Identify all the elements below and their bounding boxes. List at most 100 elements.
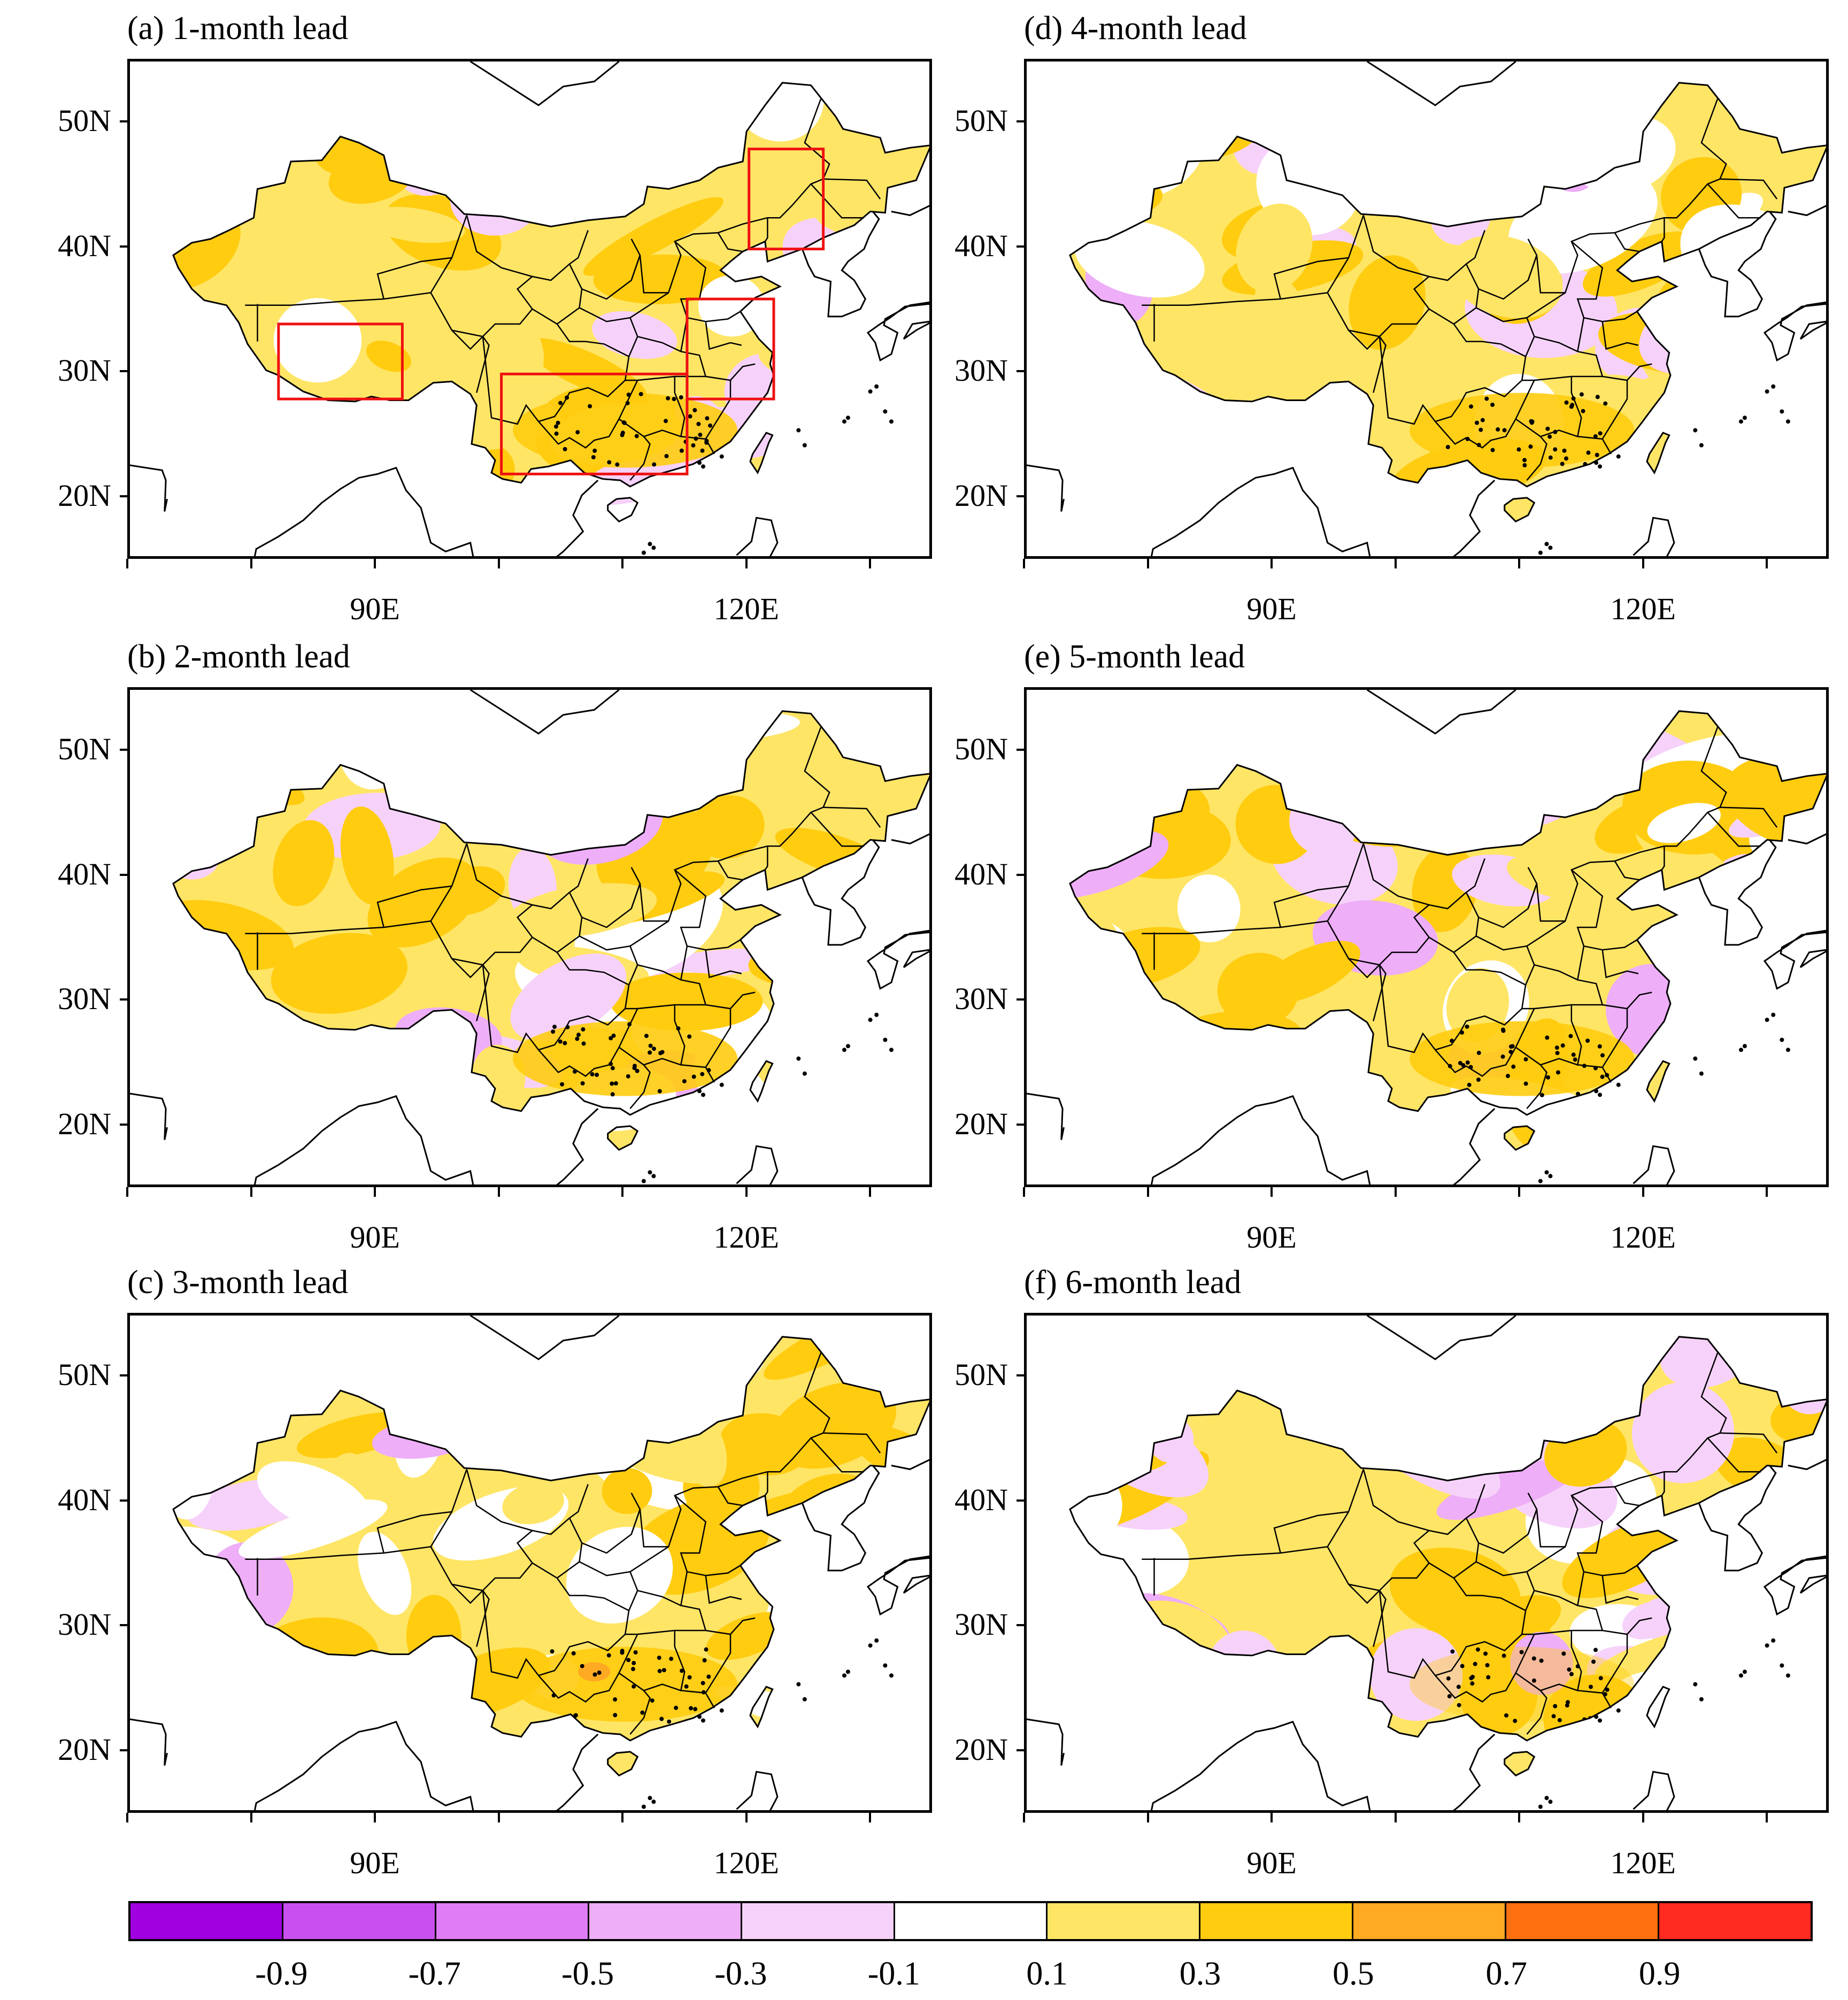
contour-patch: [765, 414, 811, 506]
significance-dot: [698, 433, 703, 437]
coastline: [469, 1316, 620, 1360]
lon-tick: [869, 559, 872, 568]
province-border: [1362, 215, 1485, 281]
province-border: [705, 1693, 715, 1709]
colorbar: [128, 1901, 1813, 1941]
contour-patch: [1752, 1734, 1826, 1776]
province-border: [823, 806, 881, 828]
province-border: [630, 883, 669, 922]
province-border: [1601, 1067, 1612, 1083]
contour-patch: [1177, 874, 1241, 943]
significance-dot: [1553, 1704, 1558, 1709]
significance-dot: [1595, 452, 1599, 457]
lat-label: 50N: [58, 731, 111, 766]
hot-spot: [578, 1662, 611, 1682]
hainan-coast: [607, 497, 639, 523]
lon-tick: [126, 559, 128, 568]
contour-patch: [1742, 865, 1826, 948]
province-border: [376, 1511, 452, 1553]
island-dot: [842, 1048, 846, 1052]
significance-dot: [688, 414, 692, 419]
contour-patch: [506, 883, 657, 938]
significance-dot: [607, 460, 612, 465]
province-border: [630, 1509, 669, 1548]
province-border: [1362, 1469, 1485, 1535]
lon-tick: [1023, 1187, 1025, 1197]
significance-dot: [550, 1649, 555, 1654]
island-dot: [1544, 542, 1549, 547]
hainan-coast: [607, 1125, 639, 1151]
province-border: [466, 1469, 589, 1535]
lat-label: 20N: [58, 1106, 111, 1142]
significance-dot: [611, 1033, 616, 1038]
significance-dot: [634, 434, 639, 439]
lon-label: 120E: [713, 1220, 779, 1255]
significance-dot: [1475, 1647, 1480, 1652]
colorbar-swatch: [1048, 1903, 1201, 1939]
colorbar-swatch: [1200, 1903, 1354, 1939]
significance-dot: [1479, 427, 1483, 432]
significance-dot: [700, 1072, 705, 1076]
island-dot: [1785, 1673, 1790, 1678]
lon-label: 120E: [1610, 591, 1676, 626]
contour-patch: [510, 953, 627, 1042]
significance-dot: [1546, 1075, 1551, 1080]
significance-dot: [609, 1036, 613, 1041]
significance-dot: [1539, 1658, 1544, 1663]
significance-dot: [1569, 1672, 1574, 1676]
significance-dot: [648, 1043, 653, 1048]
significance-dot: [691, 1074, 696, 1079]
significance-dot: [1461, 1063, 1466, 1067]
significance-dot: [1564, 400, 1569, 405]
map-canvas: [130, 1316, 929, 1810]
island-dot: [1780, 1037, 1784, 1042]
coastline: [556, 1734, 599, 1810]
lon-label: 120E: [1610, 1220, 1676, 1255]
significance-dot: [687, 1675, 692, 1680]
island-dot: [1598, 1718, 1603, 1723]
coastline: [801, 211, 880, 318]
province-border: [1720, 1432, 1778, 1453]
significance-dot: [667, 1719, 672, 1724]
significance-dot: [620, 1649, 625, 1653]
island-dot: [874, 384, 879, 389]
coastline: [1698, 839, 1777, 946]
coastline: [903, 949, 929, 968]
island-dot: [651, 1799, 656, 1804]
significance-dot: [674, 1705, 679, 1710]
map-panel-d: [1024, 59, 1829, 559]
lon-tick: [374, 1813, 376, 1822]
province-border: [1661, 846, 1665, 871]
china-border: [172, 82, 929, 488]
lon-label: 120E: [713, 1845, 779, 1880]
province-border: [1602, 1565, 1638, 1576]
lon-tick: [374, 1187, 376, 1197]
significance-dot: [613, 1713, 618, 1718]
china-border: [1069, 82, 1826, 488]
contour-patch: [748, 941, 873, 988]
coastline: [1150, 1720, 1371, 1810]
province-border: [1720, 178, 1778, 199]
significance-dot: [626, 1658, 631, 1663]
significance-dot: [1490, 448, 1495, 452]
province-border: [1478, 1493, 1538, 1554]
significance-dot: [1473, 1661, 1477, 1666]
island-dot: [796, 1682, 801, 1687]
island-dot: [701, 1718, 706, 1723]
significance-dot: [679, 448, 684, 453]
significance-dot: [700, 448, 705, 453]
lat-tick: [120, 1374, 127, 1376]
province-border: [618, 375, 706, 420]
significance-dot: [1564, 456, 1568, 461]
coastline: [1763, 929, 1826, 990]
province-border: [557, 264, 583, 325]
coastline: [1799, 320, 1826, 340]
province-border: [764, 1472, 768, 1496]
province-border: [1577, 1571, 1585, 1606]
contour-patch: [1562, 1515, 1696, 1598]
coastline: [801, 839, 880, 946]
hainan-coast: [1504, 497, 1536, 523]
island-dot: [1785, 1048, 1790, 1052]
contour-patch: [1725, 981, 1826, 1078]
contour-patch: [228, 1743, 276, 1776]
